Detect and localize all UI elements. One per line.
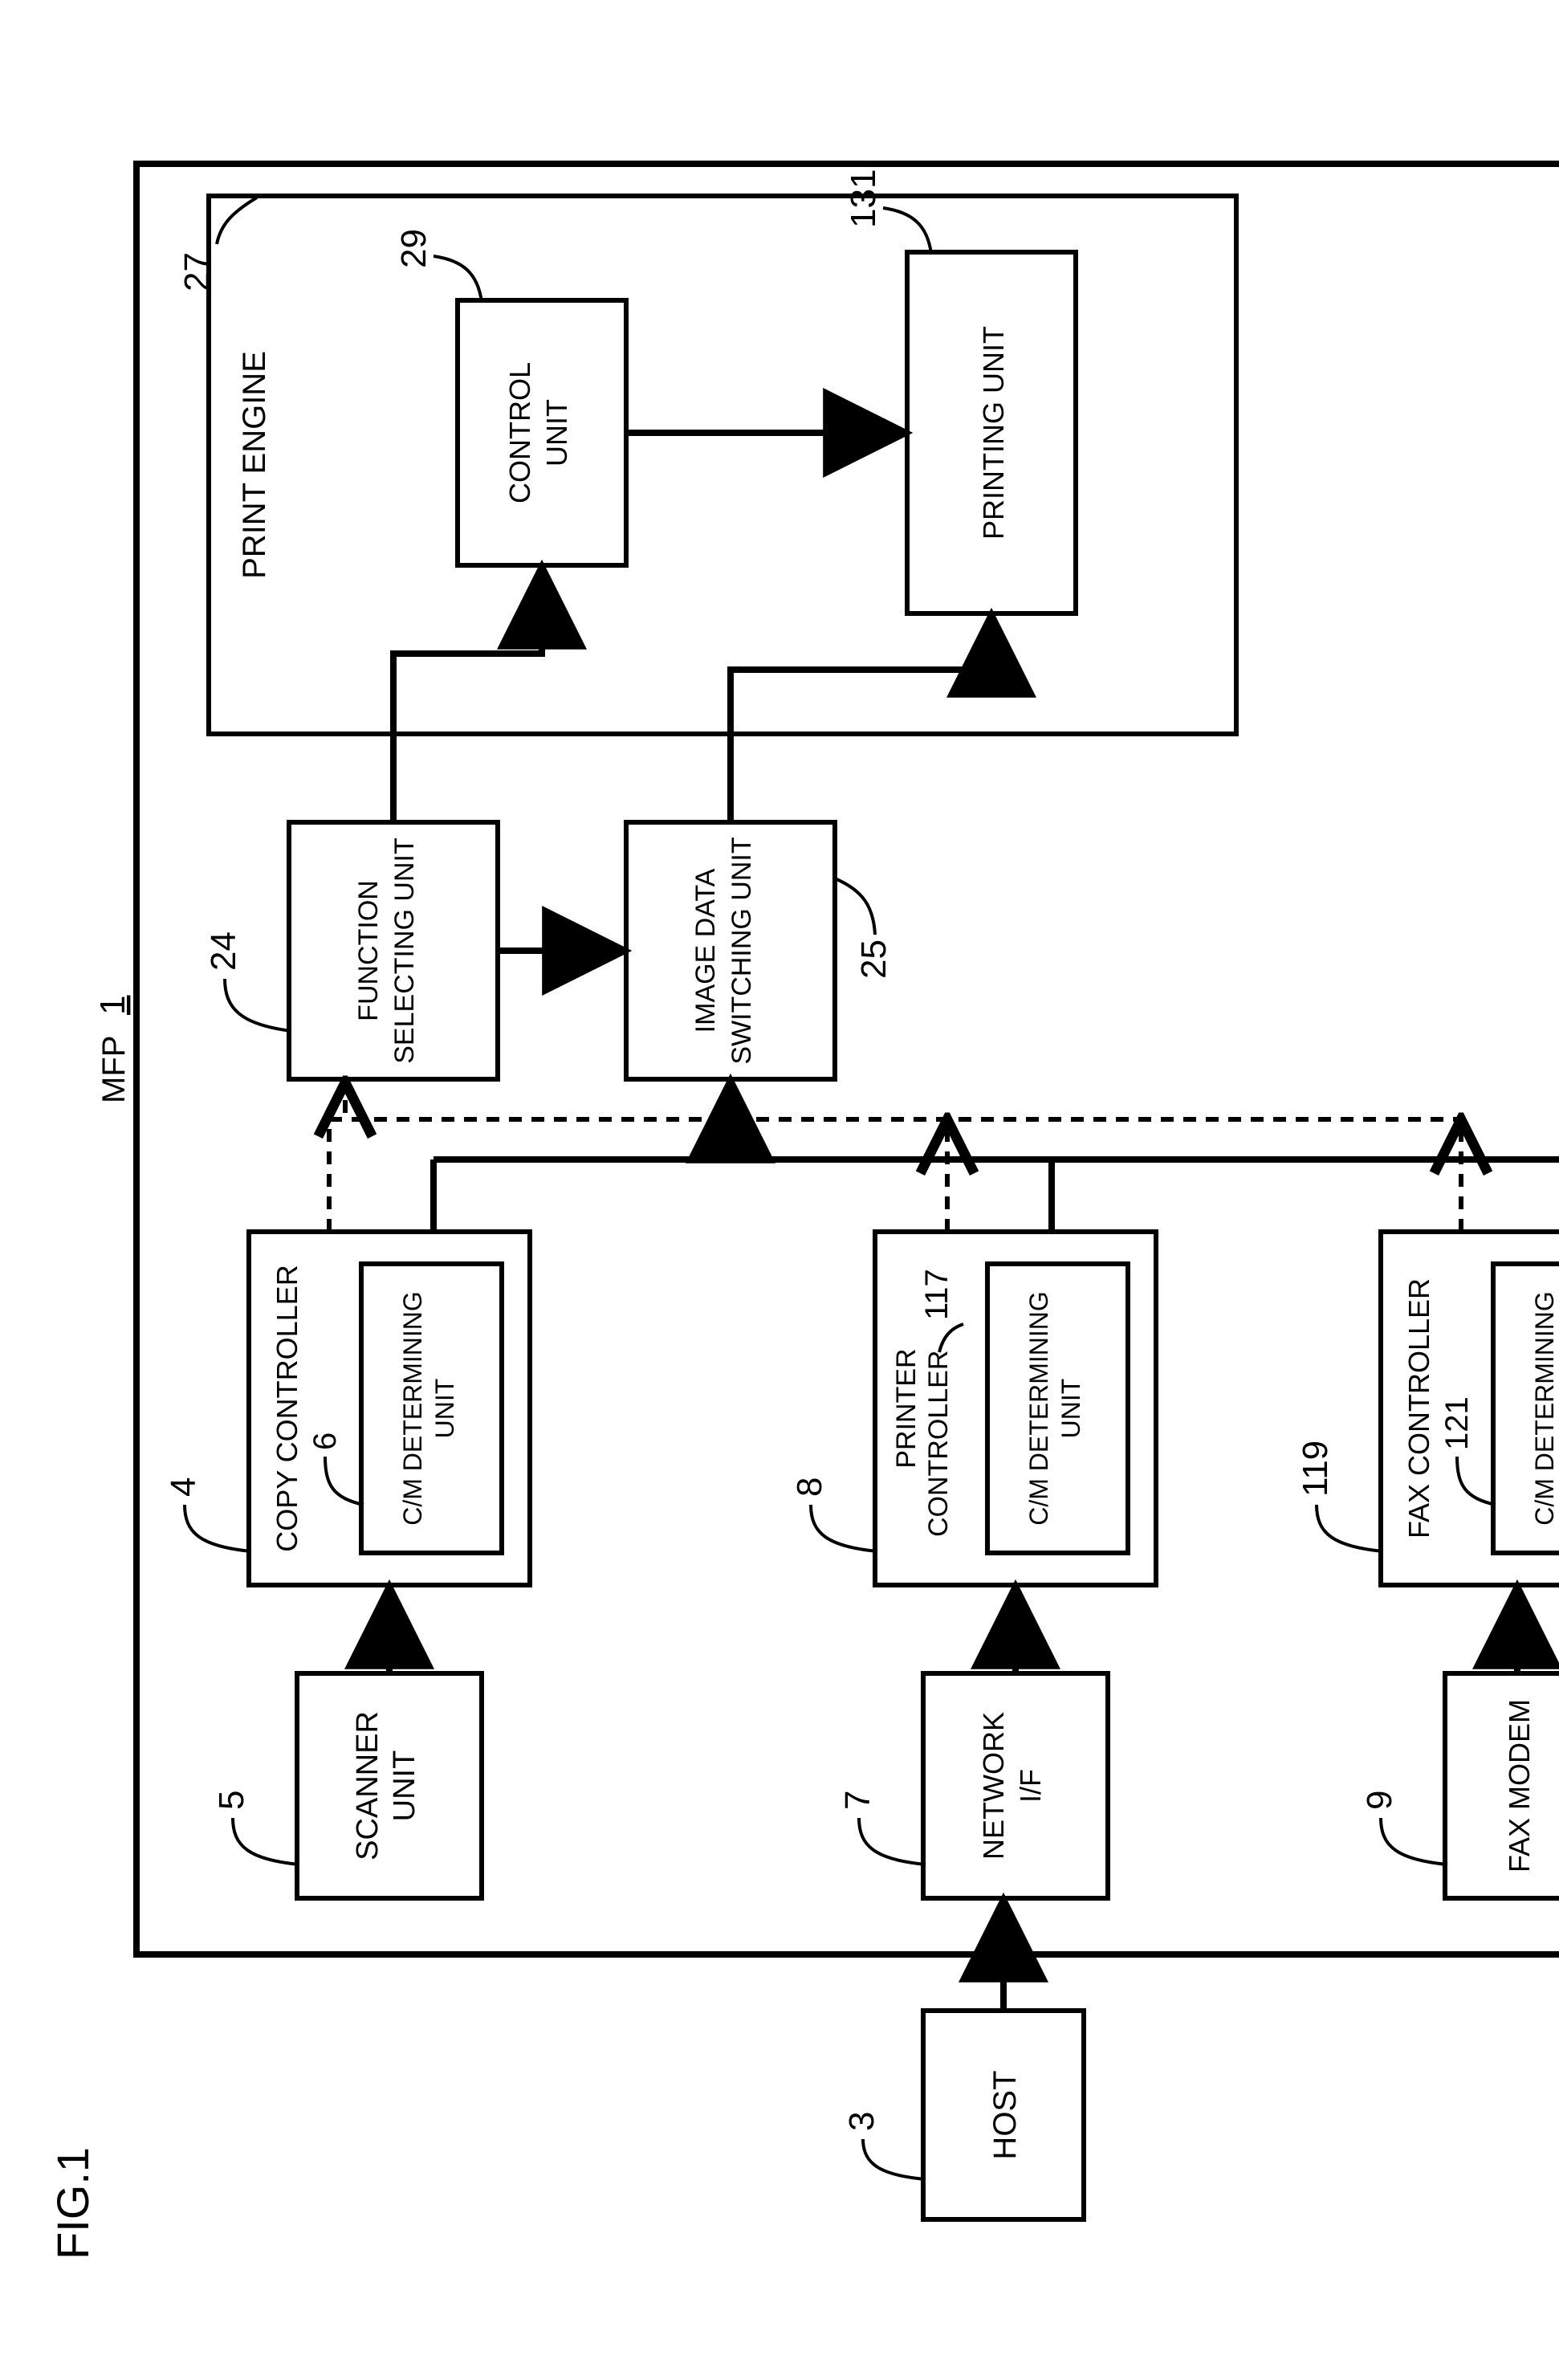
prtctl-line1: PRINTER [891,1348,922,1468]
ref-prtctl: 8 [790,1477,829,1497]
ref-host: 3 [842,2112,881,2131]
ref-funcsel: 24 [204,931,243,971]
copy-cm-box: C/M DETERMINING UNIT [361,1264,502,1553]
printer-cm-box: C/M DETERMINING UNIT [987,1264,1128,1553]
control-unit-box: CONTROL UNIT [458,300,626,565]
ref-prtunit: 131 [844,169,883,228]
host-box: HOST [923,2011,1084,2219]
scanner-box: SCANNER UNIT [297,1673,482,1898]
mfp-ref: 1 [93,996,132,1015]
copy-cm-line2: UNIT [430,1379,459,1439]
faxmodem-box: FAX MODEM [1445,1673,1559,1898]
prt-cm-line2: UNIT [1056,1379,1085,1439]
scanner-line1: SCANNER [351,1711,385,1860]
faxctl-label: FAX CONTROLLER [1402,1278,1435,1538]
ref-copyctl: 4 [164,1477,203,1497]
ref-ctrlunit: 29 [394,229,434,268]
mfp-label: MFP [96,1036,132,1103]
network-box: NETWORK I/F [923,1673,1108,1898]
prtunit-label: PRINTING UNIT [977,326,1010,540]
function-selecting-box: FUNCTION SELECTING UNIT [289,822,498,1079]
ref-imgsw: 25 [854,939,893,979]
imgsw-line2: SWITCHING UNIT [727,837,757,1064]
ctrlunit-line1: CONTROL [503,362,536,503]
copyctl-label: COPY CONTROLLER [271,1265,303,1551]
ref-faxctl: 119 [1296,1441,1335,1497]
ref-scanner: 5 [212,1791,251,1810]
fax-cm-line1: C/M DETERMINING [1530,1291,1559,1526]
prt-cm-line1: C/M DETERMINING [1024,1291,1053,1526]
funcsel-line1: FUNCTION [353,880,384,1021]
network-line1: NETWORK [977,1712,1010,1860]
ref-faxmodem: 9 [1360,1791,1399,1810]
ref-engine: 27 [177,252,217,291]
copy-cm-line1: C/M DETERMINING [398,1291,427,1526]
image-switching-box: IMAGE DATA SWITCHING UNIT [626,822,835,1079]
printing-unit-box: PRINTING UNIT [907,252,1076,613]
prtctl-line2: CONTROLLER [923,1351,954,1537]
scanner-line2: UNIT [388,1750,421,1822]
fax-cm-box: C/M DETERMINING UNIT [1493,1264,1559,1553]
figure-title: FIG.1 [47,2147,98,2260]
ref-fax-cm: 121 [1439,1396,1475,1450]
ref-network: 7 [838,1791,877,1810]
leader-host [863,2139,926,2179]
imgsw-line1: IMAGE DATA [690,868,721,1033]
network-line2: I/F [1014,1769,1047,1803]
print-engine-frame: PRINT ENGINE [209,196,1236,734]
engine-label: PRINT ENGINE [237,351,272,579]
faxmodem-label: FAX MODEM [1503,1699,1536,1873]
host-label: HOST [987,2070,1023,2159]
ctrlunit-line2: UNIT [540,399,573,467]
funcsel-line2: SELECTING UNIT [389,837,420,1063]
ref-copy-cm: 6 [307,1432,343,1450]
ref-prt-cm: 117 [919,1269,955,1320]
